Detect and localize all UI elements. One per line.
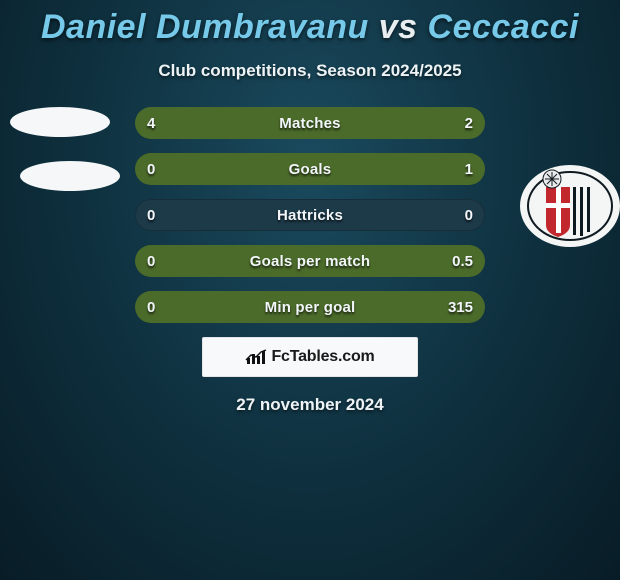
stat-row: 42Matches — [135, 107, 485, 139]
brand-box: FcTables.com — [202, 337, 418, 377]
brand-chart-icon — [245, 348, 267, 366]
comparison-card: Daniel Dumbravanu vs Ceccacci Club compe… — [0, 0, 620, 415]
date-text: 27 november 2024 — [0, 395, 620, 415]
player1-badge-placeholder-1 — [10, 107, 110, 137]
stat-label: Matches — [135, 107, 485, 139]
player1-badge-placeholder-2 — [20, 161, 120, 191]
stat-row: 00.5Goals per match — [135, 245, 485, 277]
title-player-2: Ceccacci — [428, 8, 579, 46]
title-vs: vs — [379, 8, 418, 46]
stat-label: Goals per match — [135, 245, 485, 277]
stat-label: Goals — [135, 153, 485, 185]
stat-row: 01Goals — [135, 153, 485, 185]
page-title: Daniel Dumbravanu vs Ceccacci — [0, 8, 620, 47]
stats-rows: 42Matches 01Goals 00Hattricks 00.5Goals per… — [0, 107, 620, 323]
stat-row: 00Hattricks — [135, 199, 485, 231]
title-player-1: Daniel Dumbravanu — [41, 8, 369, 46]
stat-label: Min per goal — [135, 291, 485, 323]
subtitle: Club competitions, Season 2024/2025 — [0, 61, 620, 81]
stat-row: 0315Min per goal — [135, 291, 485, 323]
stat-label: Hattricks — [135, 199, 485, 231]
player2-club-logo — [520, 165, 620, 247]
brand-text: FcTables.com — [271, 348, 374, 366]
